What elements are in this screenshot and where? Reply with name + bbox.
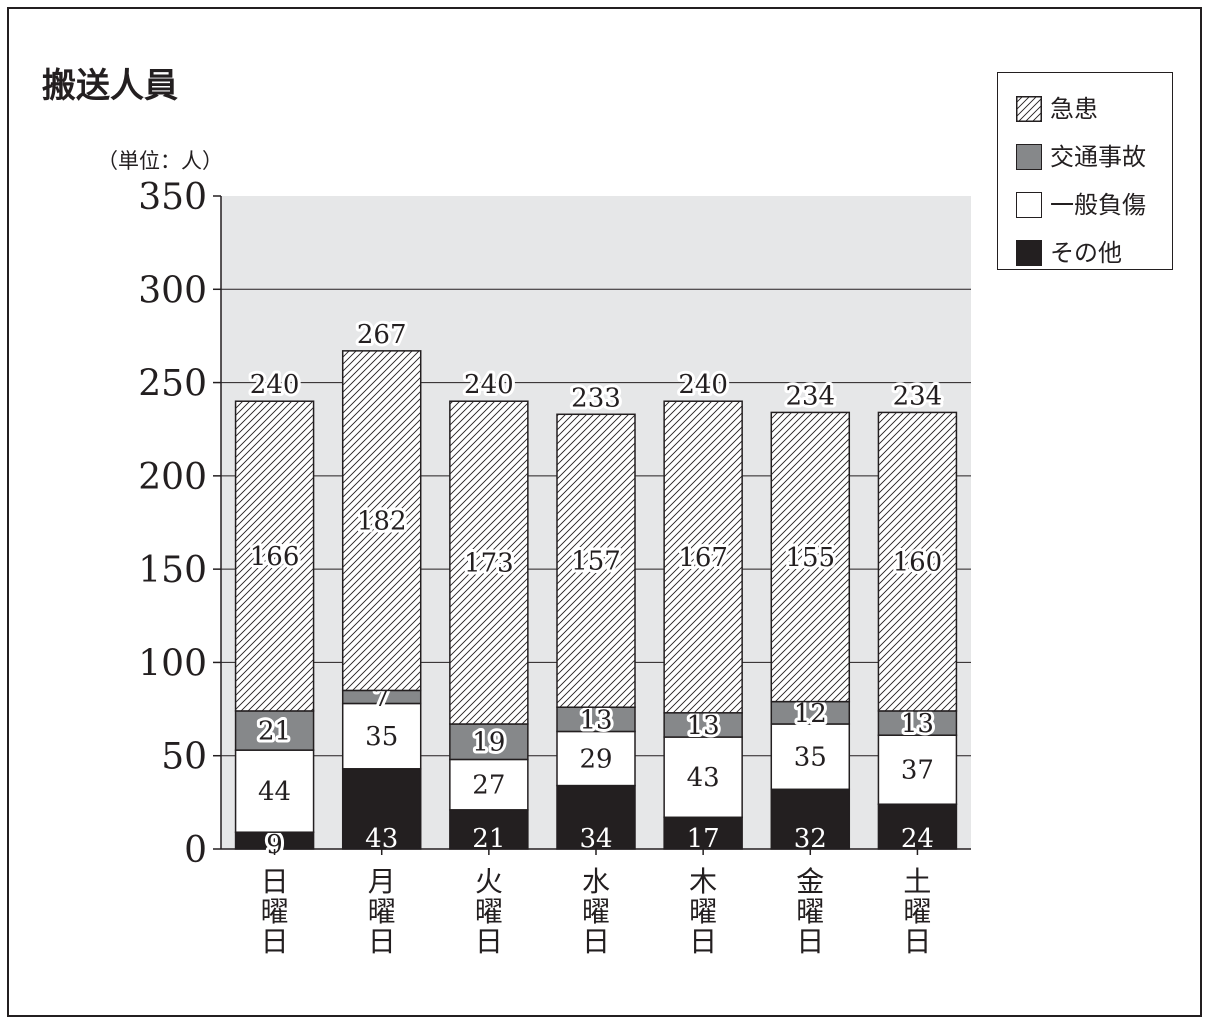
total-label: 240 — [464, 370, 514, 400]
legend-item-kyukan: 急患 — [998, 85, 1172, 133]
bar-segment — [449, 400, 529, 725]
legend-swatch-kotsu — [1016, 144, 1042, 170]
total-label: 234 — [785, 381, 835, 411]
data-label: 160 — [893, 548, 943, 578]
data-label: 43 — [687, 763, 720, 793]
bar-segment — [449, 723, 529, 761]
x-category-label: 日 — [261, 865, 289, 898]
x-category-label: 日 — [903, 925, 931, 958]
data-label: 21 — [258, 717, 291, 747]
y-tick-label: 100 — [138, 643, 207, 684]
bar-segment — [663, 736, 743, 819]
x-category-label: 金 — [796, 865, 824, 898]
legend-label-kotsu: 交通事故 — [1050, 143, 1146, 171]
y-tick-label: 150 — [138, 550, 207, 591]
y-tick-label: 250 — [138, 364, 207, 405]
data-label: 37 — [901, 756, 934, 786]
x-category-label: 曜 — [582, 895, 610, 928]
total-label: 233 — [571, 383, 621, 413]
chart-title: 搬送人員 — [42, 66, 178, 106]
x-category-label: 曜 — [368, 895, 396, 928]
x-category-label: 木 — [689, 865, 717, 898]
x-category-label: 水 — [582, 865, 610, 898]
data-label: 35 — [365, 722, 398, 752]
bar-segment — [556, 413, 636, 708]
data-label: 182 — [357, 507, 407, 537]
bar-segment — [877, 411, 958, 712]
legend-swatch-ippan — [1016, 192, 1042, 218]
data-label: 29 — [579, 745, 612, 775]
legend-label-ippan: 一般負傷 — [1050, 191, 1146, 219]
bar-segment — [556, 730, 636, 787]
legend-item-kotsu: 交通事故 — [998, 133, 1172, 181]
bar-segment — [556, 706, 636, 733]
data-label: 35 — [794, 743, 827, 773]
bar-segment — [663, 400, 743, 714]
total-label: 267 — [357, 320, 407, 350]
x-category-label: 日 — [796, 925, 824, 958]
y-tick-label: 300 — [138, 270, 207, 311]
bar-segment — [341, 702, 422, 770]
data-label: 12 — [794, 699, 827, 729]
x-category-label: 日 — [368, 925, 396, 958]
x-category-label: 日 — [689, 925, 717, 958]
x-category-label: 日 — [582, 925, 610, 958]
x-category-label: 日 — [475, 925, 503, 958]
x-category-label: 曜 — [903, 895, 931, 928]
bar-segment — [449, 809, 529, 850]
data-label: 13 — [901, 709, 934, 739]
x-category-label: 曜 — [689, 895, 717, 928]
legend-item-ippan: 一般負傷 — [998, 181, 1172, 229]
legend-label-kyukan: 急患 — [1050, 95, 1098, 123]
bar-segment — [663, 816, 743, 850]
data-label: 157 — [571, 547, 621, 577]
bar-segment — [663, 712, 743, 738]
total-label: 234 — [893, 381, 943, 411]
data-label: 19 — [472, 728, 505, 758]
x-category-label: 日 — [261, 925, 289, 958]
bar-segment — [234, 400, 315, 712]
y-tick-label: 350 — [138, 177, 207, 218]
data-label: 173 — [464, 549, 514, 579]
total-label: 240 — [250, 370, 300, 400]
data-label: 13 — [579, 705, 612, 735]
x-category-label: 曜 — [475, 895, 503, 928]
data-label: 155 — [785, 543, 835, 573]
x-category-label: 月 — [368, 865, 396, 898]
legend-label-sonota: その他 — [1050, 239, 1122, 267]
data-label: 13 — [687, 711, 720, 741]
y-tick-label: 0 — [184, 830, 207, 871]
data-label: 27 — [472, 771, 505, 801]
legend-swatch-kyukan — [1016, 96, 1042, 122]
bar-segment — [770, 411, 851, 703]
bar-segment — [341, 768, 422, 850]
bar-segment — [770, 723, 851, 791]
bar-segment — [341, 350, 422, 692]
x-category-label: 曜 — [261, 895, 289, 928]
bar-segment — [877, 734, 958, 805]
total-label: 240 — [678, 370, 728, 400]
legend: 急患 交通事故 一般負傷 その他 — [997, 72, 1173, 270]
data-label: 44 — [258, 777, 291, 807]
data-label: 9 — [266, 830, 283, 860]
unit-label: （単位：人） — [97, 149, 223, 173]
data-label: 166 — [250, 542, 300, 572]
x-category-label: 土 — [903, 865, 931, 898]
legend-swatch-sonota — [1016, 240, 1042, 266]
bar-segment — [234, 749, 315, 833]
x-category-label: 火 — [475, 865, 503, 898]
plot-area: 05010015020025030035094421166240日曜日43357… — [138, 177, 971, 958]
y-tick-label: 200 — [138, 457, 207, 498]
legend-item-sonota: その他 — [998, 229, 1172, 277]
data-label: 167 — [678, 543, 728, 573]
y-tick-label: 50 — [161, 737, 207, 778]
x-category-label: 曜 — [796, 895, 824, 928]
